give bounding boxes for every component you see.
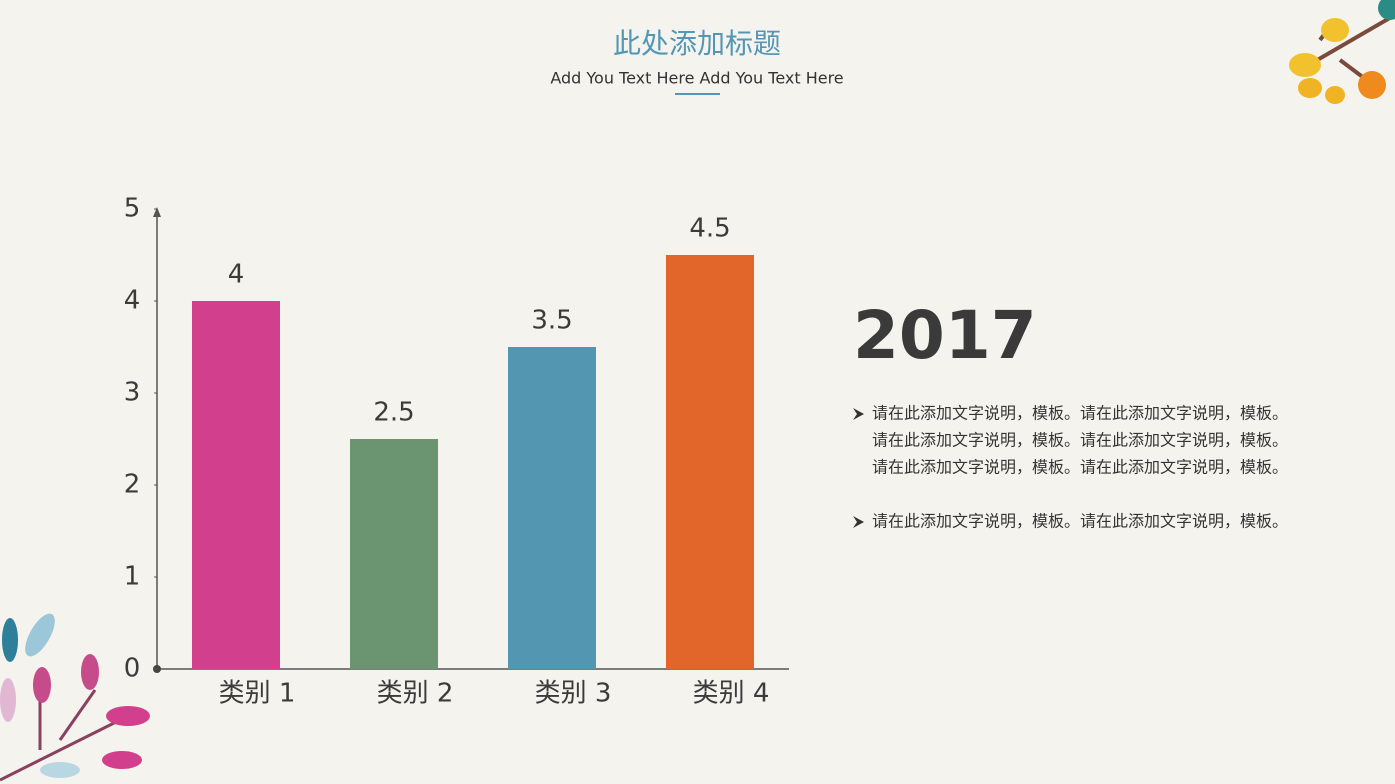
x-tick-label: 类别 4 <box>693 679 770 709</box>
data-label: 3.5 <box>531 306 572 336</box>
data-label: 4.5 <box>689 214 730 244</box>
x-tick-label: 类别 2 <box>377 679 454 709</box>
y-axis-arrow <box>153 207 161 217</box>
flower-bottom-left <box>0 613 150 782</box>
bullet-arrow <box>853 408 864 420</box>
year: 2017 <box>853 297 1037 374</box>
data-label: 2.5 <box>373 398 414 428</box>
bullet-text: 请在此添加文字说明，模板。请在此添加文字说明，模板。 <box>872 512 1288 531</box>
x-tick-label: 类别 1 <box>219 679 296 709</box>
title: 此处添加标题 <box>613 27 781 60</box>
flower-top-right <box>1289 0 1395 104</box>
bullet-arrow <box>853 516 864 528</box>
y-tick-label: 3 <box>124 378 141 408</box>
bar <box>350 439 438 669</box>
y-tick-label: 0 <box>124 654 141 684</box>
y-tick-label: 4 <box>124 286 141 316</box>
x-tick-label: 类别 3 <box>535 679 612 709</box>
bar <box>508 347 596 669</box>
y-tick-label: 2 <box>124 470 141 500</box>
data-label: 4 <box>228 260 245 290</box>
bar <box>192 301 280 669</box>
bullet-text: 请在此添加文字说明，模板。请在此添加文字说明，模板。 <box>872 431 1288 450</box>
y-tick-label: 1 <box>124 562 141 592</box>
bullet-text: 请在此添加文字说明，模板。请在此添加文字说明，模板。 <box>872 458 1288 477</box>
bullet-text: 请在此添加文字说明，模板。请在此添加文字说明，模板。 <box>872 404 1288 423</box>
bar <box>666 255 754 669</box>
bullets: 请在此添加文字说明，模板。请在此添加文字说明，模板。请在此添加文字说明，模板。请… <box>853 404 1288 531</box>
y-tick-label: 5 <box>124 194 141 224</box>
subtitle: Add You Text Here Add You Text Here <box>550 69 843 88</box>
